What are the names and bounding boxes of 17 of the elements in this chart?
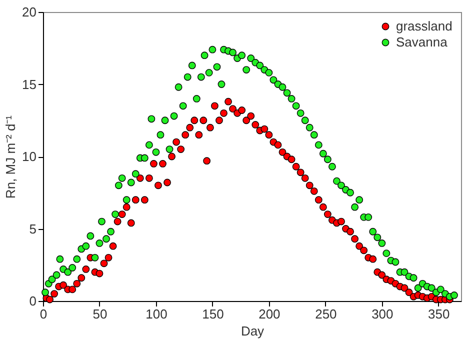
- legend-label: grassland: [396, 18, 452, 34]
- y-tick-label: 10: [22, 149, 36, 164]
- x-tick-label: 50: [92, 306, 108, 322]
- legend-label: Savanna: [396, 34, 448, 50]
- y-tick-label: 5: [29, 221, 36, 236]
- x-tick-label: 250: [315, 306, 337, 322]
- x-tick-label: 350: [428, 306, 450, 322]
- y-tick-label: 15: [22, 76, 36, 92]
- x-tick-label: 100: [146, 306, 168, 322]
- x-tick-label: 0: [40, 306, 48, 322]
- y-tick-label: 0: [29, 294, 36, 308]
- y-tick-label: 20: [22, 4, 36, 20]
- y-axis-title: Rn, MJ m⁻² d⁻¹: [3, 114, 18, 199]
- x-tick-label: 200: [258, 306, 280, 322]
- x-tick-label: 150: [202, 306, 224, 322]
- x-axis-title: Day: [240, 324, 265, 338]
- x-tick-label: 300: [372, 306, 394, 322]
